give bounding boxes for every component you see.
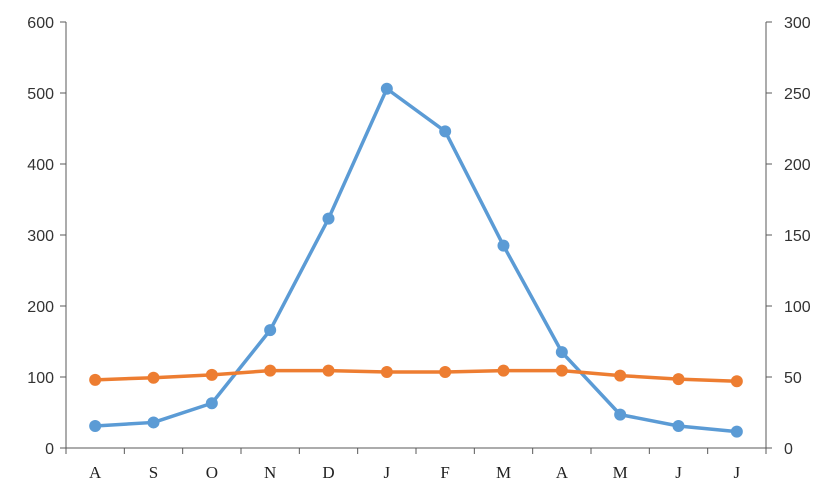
series-group <box>89 82 743 438</box>
data-point-left-axis <box>497 239 510 252</box>
right-tick-label: 200 <box>784 157 811 174</box>
data-point-right-axis <box>497 364 510 377</box>
x-category-label: J <box>384 463 391 482</box>
x-category-label: J <box>675 463 682 482</box>
x-category-label: M <box>496 463 511 482</box>
data-point-right-axis <box>89 373 102 386</box>
x-category-label: A <box>89 463 102 482</box>
data-point-right-axis <box>322 364 335 377</box>
left-tick-label: 300 <box>27 228 54 245</box>
left-tick-label: 100 <box>27 370 54 387</box>
right-tick-label: 0 <box>784 441 793 458</box>
data-point-left-axis <box>555 346 568 359</box>
x-category-label: O <box>206 463 218 482</box>
x-category-label: N <box>264 463 276 482</box>
series-line-left-axis <box>93 86 739 434</box>
x-category-label: S <box>149 463 158 482</box>
data-point-left-axis <box>730 425 743 438</box>
left-tick-label: 200 <box>27 299 54 316</box>
right-tick-label: 150 <box>784 228 811 245</box>
data-point-right-axis <box>147 371 160 384</box>
right-tick-label: 100 <box>784 299 811 316</box>
x-category-label: F <box>440 463 449 482</box>
data-point-left-axis <box>147 416 160 429</box>
right-tick-label: 300 <box>784 15 811 32</box>
data-point-right-axis <box>730 375 743 388</box>
data-point-right-axis <box>614 369 627 382</box>
data-point-right-axis <box>672 373 685 386</box>
data-point-left-axis <box>380 82 393 95</box>
data-point-right-axis <box>264 364 277 377</box>
left-tick-label: 600 <box>27 15 54 32</box>
data-point-left-axis <box>205 397 218 410</box>
data-point-left-axis <box>264 324 277 337</box>
data-point-right-axis <box>380 366 393 379</box>
data-point-left-axis <box>89 419 102 432</box>
right-tick-label: 50 <box>784 370 802 387</box>
data-point-left-axis <box>672 419 685 432</box>
data-point-right-axis <box>555 364 568 377</box>
right-tick-label: 250 <box>784 86 811 103</box>
series-line-right-axis <box>93 368 739 384</box>
data-point-left-axis <box>322 212 335 225</box>
x-category-label: D <box>322 463 334 482</box>
x-category-label: M <box>613 463 628 482</box>
data-point-left-axis <box>439 125 452 138</box>
left-tick-label: 0 <box>45 441 54 458</box>
left-tick-label: 500 <box>27 86 54 103</box>
x-category-label: J <box>734 463 741 482</box>
axes-group: 0 100 200 300 400 500 600 0 50 100 150 200 250 300 A S O… <box>27 15 811 482</box>
x-category-label: A <box>556 463 569 482</box>
data-point-right-axis <box>439 366 452 379</box>
data-point-left-axis <box>614 408 627 421</box>
left-tick-label: 400 <box>27 157 54 174</box>
data-point-right-axis <box>205 368 218 381</box>
